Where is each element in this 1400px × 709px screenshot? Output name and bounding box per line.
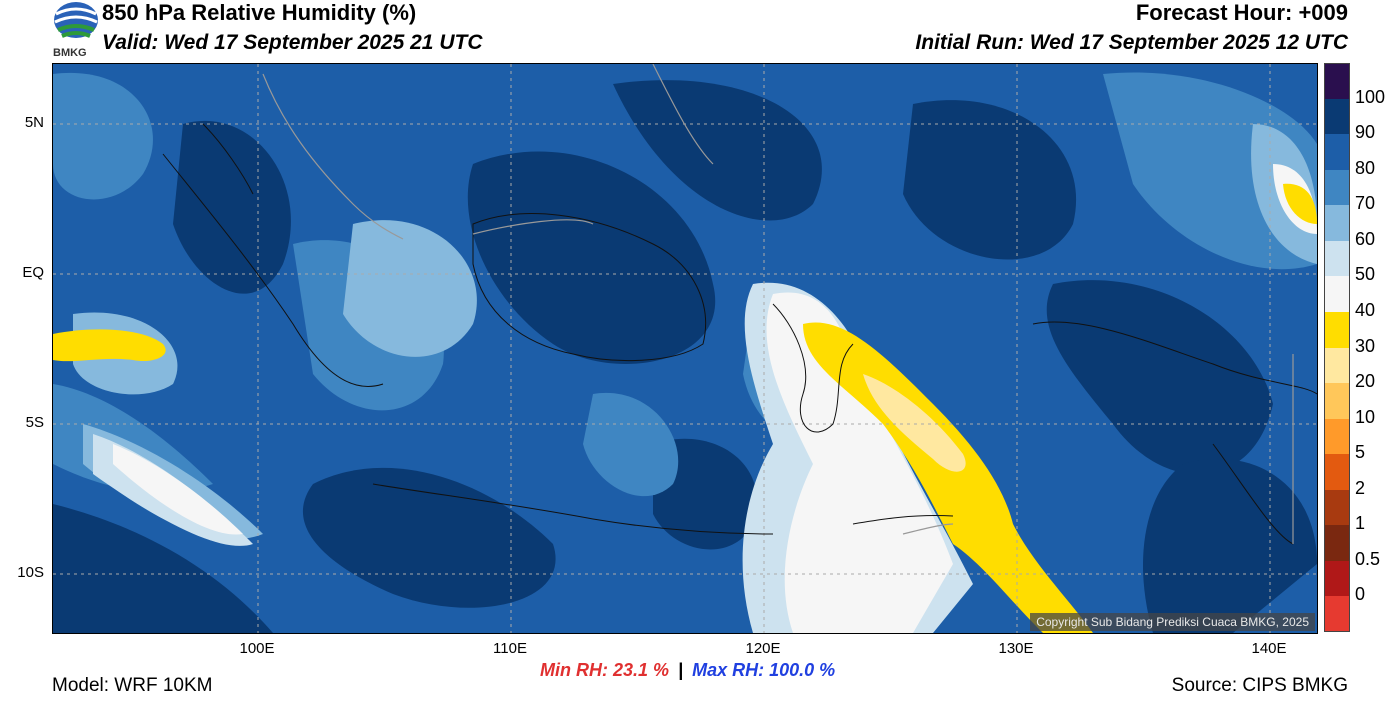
copyright-label: Copyright Sub Bidang Prediksi Cuaca BMKG… xyxy=(1030,613,1315,631)
stats-separator: | xyxy=(678,660,684,680)
colorbar-tick-label: 10 xyxy=(1355,406,1376,427)
lat-label-10s: 10S xyxy=(17,564,44,581)
colorbar-tick-label: 40 xyxy=(1355,299,1376,320)
colorbar-tick-label: 5 xyxy=(1355,442,1366,463)
lon-label-140e: 140E xyxy=(1251,640,1287,657)
rh-30-core xyxy=(863,374,966,472)
logo-text: BMKG xyxy=(53,47,87,59)
coastlines xyxy=(162,123,1317,545)
forecast-hour: Forecast Hour: +009 xyxy=(1135,0,1348,25)
colorbar-swatch xyxy=(1324,311,1350,348)
colorbar-swatch xyxy=(1324,276,1350,312)
colorbar-tick-label: 30 xyxy=(1355,335,1376,356)
valid-time: Valid: Wed 17 September 2025 21 UTC xyxy=(102,31,483,54)
colorbar-swatch xyxy=(1324,383,1350,419)
colorbar-swatch xyxy=(1324,240,1350,277)
rh-stats: Min RH: 23.1 % | Max RH: 100.0 % xyxy=(540,660,835,681)
humidity-map: Copyright Sub Bidang Prediksi Cuaca BMKG… xyxy=(52,63,1318,634)
max-rh: Max RH: 100.0 % xyxy=(692,660,836,680)
source-label: Source: CIPS BMKG xyxy=(1171,675,1348,696)
lat-label-5s: 5S xyxy=(25,414,44,431)
colorbar-tick-label: 2 xyxy=(1355,477,1366,498)
colorbar-swatch xyxy=(1324,98,1350,135)
borders xyxy=(262,64,1294,544)
lon-label-110e: 110E xyxy=(493,640,527,657)
initial-run: Initial Run: Wed 17 September 2025 12 UT… xyxy=(915,31,1348,54)
colorbar-swatch xyxy=(1324,489,1350,526)
colorbar-swatch xyxy=(1324,596,1350,632)
colorbar xyxy=(1324,63,1350,632)
colorbar-tick-label: 20 xyxy=(1355,371,1376,392)
colorbar-swatch xyxy=(1324,63,1350,99)
colorbar-tick-label: 1 xyxy=(1355,513,1366,534)
colorbar-tick-label: 90 xyxy=(1355,122,1376,143)
model-label: Model: WRF 10KM xyxy=(52,675,213,696)
colorbar-swatch xyxy=(1324,560,1350,597)
colorbar-tick-label: 80 xyxy=(1355,157,1376,178)
lon-label-120e: 120E xyxy=(745,640,781,657)
colorbar-swatch xyxy=(1324,169,1350,206)
colorbar-swatch xyxy=(1324,454,1350,490)
colorbar-swatch xyxy=(1324,205,1350,241)
lat-label-5n: 5N xyxy=(24,114,44,131)
colorbar-tick-label: 0 xyxy=(1355,584,1366,605)
rh-90-patches xyxy=(53,80,1317,633)
colorbar-swatch xyxy=(1324,347,1350,384)
min-rh: Min RH: 23.1 % xyxy=(540,660,670,680)
colorbar-tick-label: 60 xyxy=(1355,228,1376,249)
lon-label-130e: 130E xyxy=(998,640,1034,657)
colorbar-tick-label: 100 xyxy=(1355,86,1386,107)
bmkg-logo xyxy=(52,0,100,62)
lat-label-eq: EQ xyxy=(22,264,44,281)
colorbar-tick-label: 50 xyxy=(1355,264,1376,285)
chart-title: 850 hPa Relative Humidity (%) xyxy=(102,0,417,25)
colorbar-swatch xyxy=(1324,134,1350,170)
colorbar-tick-label: 0.5 xyxy=(1355,548,1381,569)
lon-label-100e: 100E xyxy=(239,640,275,657)
colorbar-swatch xyxy=(1324,525,1350,561)
colorbar-swatch xyxy=(1324,418,1350,455)
colorbar-tick-label: 70 xyxy=(1355,193,1376,214)
